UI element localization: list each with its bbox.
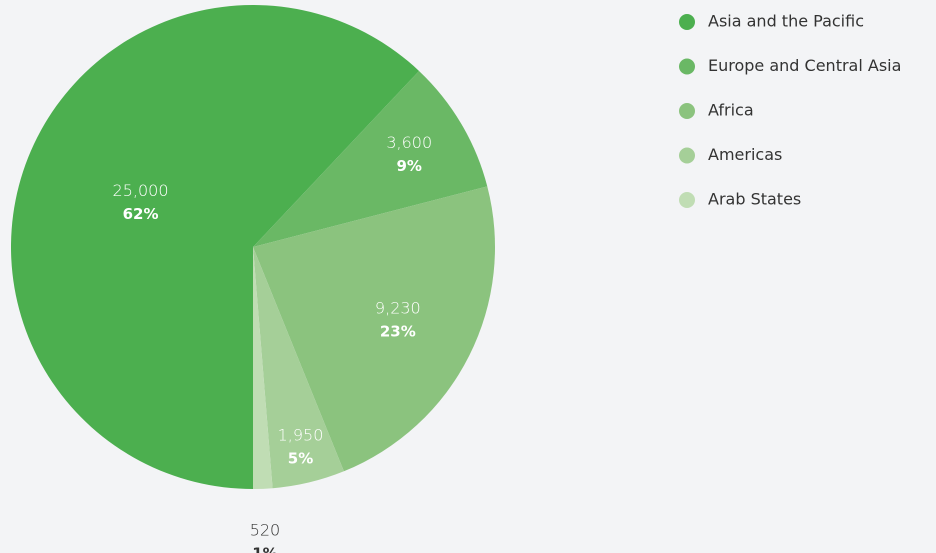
value-label: 1,950	[278, 426, 324, 445]
legend-label: Africa	[708, 101, 754, 120]
legend-label: Asia and the Pacific	[708, 12, 864, 31]
percent-label: 9%	[396, 157, 421, 175]
value-label: 9,230	[375, 298, 421, 317]
value-label: 25,000	[113, 181, 169, 200]
legend-marker	[679, 58, 695, 75]
legend-marker	[679, 147, 695, 164]
value-label: 520	[250, 520, 281, 539]
percent-label: 5%	[288, 450, 313, 468]
legend-label: Europe and Central Asia	[708, 56, 901, 75]
legend-marker	[679, 192, 695, 208]
legend-label: Arab States	[708, 190, 801, 209]
legend-marker	[679, 14, 695, 30]
pie-slice	[253, 247, 273, 489]
percent-label: 62%	[123, 205, 159, 223]
pie-slice	[253, 70, 488, 248]
legend-marker	[679, 103, 695, 119]
value-label: 3,600	[386, 133, 432, 152]
pie-slice	[253, 186, 495, 472]
percent-label: 23%	[380, 322, 416, 340]
percent-label: 1%	[252, 544, 277, 553]
pie-slice	[10, 4, 420, 489]
pie-slice	[253, 247, 344, 489]
legend-label: Americas	[708, 145, 782, 164]
